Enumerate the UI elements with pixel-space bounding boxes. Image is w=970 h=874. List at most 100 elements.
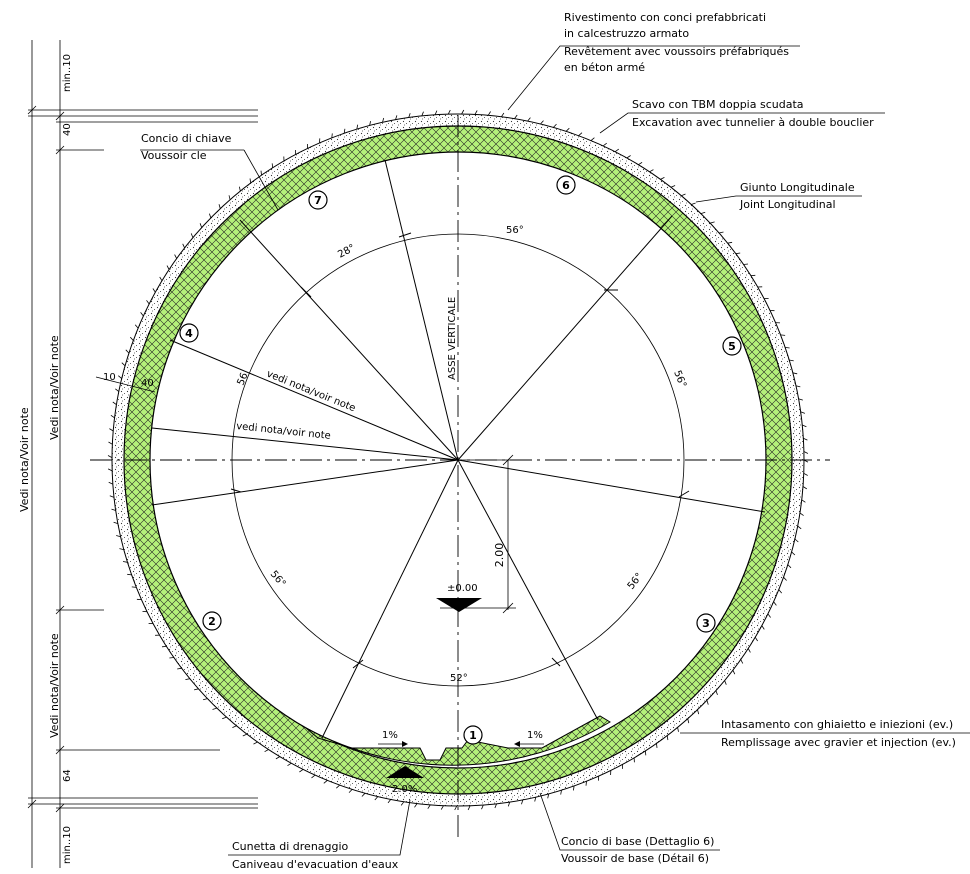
excavation-tick xyxy=(115,388,120,392)
excavation-tick xyxy=(400,801,405,806)
excavation-tick xyxy=(182,243,185,249)
excavation-tick xyxy=(177,667,182,670)
backfill-label-fr: Remplissage avec gravier et injection (e… xyxy=(721,736,956,749)
excavation-tick xyxy=(159,276,163,282)
base-segment-label-fr: Voussoir de base (Détail 6) xyxy=(561,852,709,865)
joint-line xyxy=(457,459,766,513)
excavation-tick xyxy=(260,170,262,176)
excavation-tick xyxy=(116,535,121,538)
excavation-tick xyxy=(218,204,221,209)
excavation-tick xyxy=(487,111,491,116)
excavation-tick xyxy=(199,223,203,228)
segment-marker-6: 6 xyxy=(556,175,576,195)
tbm-label-it: Scavo con TBM doppia scudata xyxy=(632,98,804,111)
excavation-tick xyxy=(107,455,113,458)
excavation-tick xyxy=(785,347,790,349)
excavation-tick xyxy=(501,112,505,117)
excavation-tick xyxy=(803,437,808,441)
excavation-tick xyxy=(242,733,248,737)
excavation-tick xyxy=(109,495,115,498)
excavation-tick xyxy=(797,525,802,530)
excavation-tick xyxy=(656,743,658,748)
segment-number: 3 xyxy=(702,617,710,630)
left-dim-note-mid: Vedi nota/Voir note xyxy=(48,335,61,440)
excavation-tick xyxy=(253,741,258,745)
excavation-tick xyxy=(190,233,194,238)
excavation-tick xyxy=(700,211,706,214)
excavation-tick xyxy=(780,334,786,336)
vertical-axis-label: ASSE VERTICALE xyxy=(447,297,458,380)
thickness-dim-10: 10 xyxy=(103,372,116,383)
tbm-label-fr: Excavation avec tunnelier à double boucl… xyxy=(632,116,874,129)
joint-line xyxy=(321,459,459,739)
leader-lines xyxy=(140,45,970,856)
excavation-tick xyxy=(732,670,736,675)
excavation-tick xyxy=(119,548,124,550)
segment-markers: 1 2 3 4 5 6 7 xyxy=(179,175,742,745)
note-label-lower: vedi nota/voir note xyxy=(236,421,332,442)
elevation-triangle-icon xyxy=(436,598,482,612)
excavation-tick xyxy=(434,110,438,115)
joint-tick xyxy=(352,659,364,669)
excavation-tick xyxy=(660,177,665,180)
angle-label-28: 28° xyxy=(336,243,357,261)
segment-number: 4 xyxy=(185,327,193,340)
excavation-tick xyxy=(547,793,550,799)
left-dim-min10-top: min..10 xyxy=(62,54,73,92)
excavation-tick xyxy=(111,508,116,511)
excavation-tick xyxy=(299,769,304,773)
excavation-tick xyxy=(222,716,227,720)
drain-label-fr: Caniveau d'evacuation d'eaux xyxy=(232,858,399,871)
excavation-tick xyxy=(719,231,724,234)
excavation-tick xyxy=(369,121,371,126)
excavation-tick xyxy=(710,221,715,224)
slope-right-label: 1% xyxy=(527,730,543,741)
excavation-tick xyxy=(573,785,575,791)
segment-number: 7 xyxy=(314,194,322,207)
excavation-tick xyxy=(232,725,237,728)
excavation-tick xyxy=(209,213,212,219)
excavation-tick xyxy=(194,688,199,691)
elevation-label: ±0.00 xyxy=(447,583,478,594)
excavation-tick xyxy=(521,799,524,805)
excavation-tick xyxy=(110,414,115,419)
excavation-tick xyxy=(323,780,328,784)
excavation-tick xyxy=(454,805,458,811)
excavation-tick xyxy=(649,169,654,173)
excavation-tick xyxy=(228,195,231,200)
joint-ticks xyxy=(230,232,690,669)
excavation-tick xyxy=(121,362,126,367)
excavation-tick xyxy=(427,804,431,809)
joint-line xyxy=(239,219,459,461)
excavation-tick xyxy=(614,148,620,153)
excavation-tick xyxy=(311,774,316,779)
joint-line xyxy=(169,339,459,461)
excavation-tick xyxy=(113,521,119,524)
excavation-tick xyxy=(467,805,471,811)
excavation-tick xyxy=(130,336,134,341)
excavation-tick xyxy=(108,481,113,485)
excavation-tick xyxy=(275,756,281,760)
key-segment-label-fr: Voussoir cle xyxy=(141,149,207,162)
excavation-tick xyxy=(494,803,497,809)
key-segment-label-it: Concio di chiave xyxy=(141,132,232,145)
excavation-tick xyxy=(553,123,557,128)
segment-number: 1 xyxy=(469,729,477,742)
excavation-tick xyxy=(202,698,208,701)
excavation-tick xyxy=(507,801,511,807)
excavation-tick xyxy=(108,441,113,445)
excavation-tick xyxy=(666,735,669,741)
excavation-tick xyxy=(122,561,128,563)
drain-label-it: Cunetta di drenaggio xyxy=(232,840,349,853)
left-dim-64: 64 xyxy=(62,769,73,782)
excavation-tick xyxy=(127,573,132,576)
joint-line xyxy=(457,459,599,721)
excavation-tick xyxy=(691,202,696,205)
excavation-tick xyxy=(783,576,787,581)
excavation-tick xyxy=(343,128,346,134)
excavation-tick xyxy=(440,805,444,810)
angle-label-56-lower-right: 56° xyxy=(626,571,646,592)
backfill-label-it: Intasamento con ghiaietto e iniezioni (e… xyxy=(721,718,953,731)
left-dimension-chain xyxy=(27,40,258,868)
excavation-tick xyxy=(356,124,359,130)
